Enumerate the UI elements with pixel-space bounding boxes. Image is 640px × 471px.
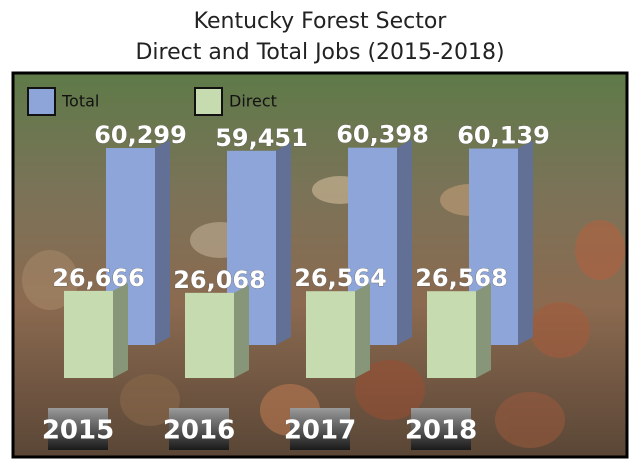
data-label: 26,564 [294, 264, 387, 292]
legend-swatch [194, 87, 223, 116]
chart-subtitle: Direct and Total Jobs (2015-2018) [135, 40, 504, 65]
bar-side [476, 283, 491, 378]
bar [306, 291, 355, 378]
year-box [290, 408, 350, 450]
data-label: 26,068 [173, 266, 266, 294]
bar [427, 291, 476, 378]
data-label: 59,451 [215, 124, 308, 152]
bar-side [355, 283, 370, 378]
chart-title: Kentucky Forest Sector [194, 9, 448, 34]
year-box [411, 408, 471, 450]
x-tick-label: 2016 [163, 416, 235, 446]
data-label: 26,666 [52, 264, 145, 292]
x-tick-label: 2015 [42, 416, 114, 446]
bar [64, 290, 113, 378]
bar-side [518, 140, 533, 345]
legend-label: Direct [229, 92, 277, 111]
bar-side [155, 140, 170, 345]
legend-swatch [27, 87, 56, 116]
bar [185, 292, 234, 378]
bar-side [276, 142, 291, 345]
data-label: 26,568 [415, 264, 508, 292]
x-tick-label: 2018 [405, 416, 477, 446]
data-label: 60,299 [94, 121, 187, 149]
bar-side [234, 284, 249, 378]
bar-side [397, 139, 412, 345]
bar-side [113, 282, 128, 378]
data-label: 60,139 [457, 122, 550, 150]
year-box [169, 408, 229, 450]
x-tick-label: 2017 [284, 416, 356, 446]
year-box [48, 408, 108, 450]
data-label: 60,398 [336, 121, 429, 149]
legend-label: Total [61, 92, 99, 111]
